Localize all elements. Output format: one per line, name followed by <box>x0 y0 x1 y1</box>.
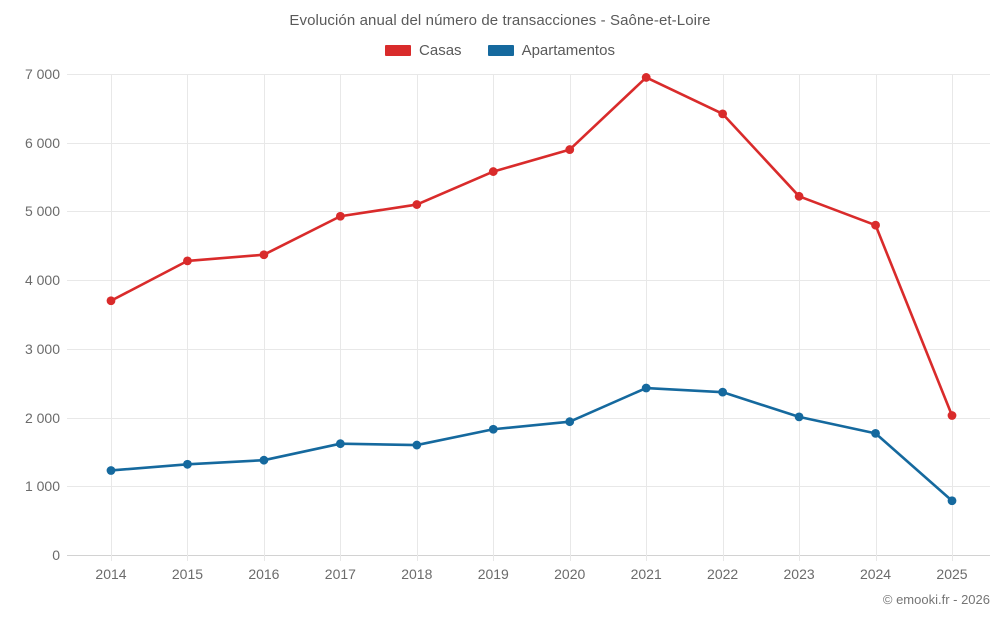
legend-item-apartamentos[interactable]: Apartamentos <box>487 42 615 59</box>
chart-legend: Casas Apartamentos <box>0 42 1000 59</box>
plot-area <box>67 73 990 561</box>
y-axis-tick-label: 0 <box>52 547 60 563</box>
data-point-marker[interactable] <box>412 200 422 209</box>
y-axis-labels: 0 1 000 2 000 3 000 4 000 5 000 6 000 7 000 <box>0 66 60 563</box>
gridline-vertical <box>493 74 495 561</box>
data-point-marker[interactable] <box>718 387 728 397</box>
data-point-marker[interactable] <box>947 411 957 420</box>
gridline-vertical <box>416 74 418 561</box>
gridline-horizontal <box>67 417 990 419</box>
gridline-vertical <box>569 74 571 561</box>
x-axis-tick-label: 2021 <box>630 566 662 582</box>
gridline-vertical <box>111 74 112 561</box>
gridline-vertical <box>187 74 189 561</box>
credit-text: © emooki.fr - 2026 <box>882 592 990 607</box>
gridline-horizontal <box>67 486 990 488</box>
x-axis-tick-label: 2015 <box>171 566 204 582</box>
gridline-vertical <box>875 74 877 561</box>
legend-swatch-casas <box>385 45 412 56</box>
legend-label-casas: Casas <box>419 42 462 59</box>
gridline-vertical <box>722 74 724 561</box>
y-axis-tick-label: 6 000 <box>24 134 60 151</box>
gridline-vertical <box>263 74 265 561</box>
data-point-marker[interactable] <box>565 145 575 154</box>
gridline-horizontal <box>67 348 990 350</box>
data-point-marker[interactable] <box>947 496 957 506</box>
data-point-marker[interactable] <box>871 428 880 438</box>
x-axis-tick-label: 2014 <box>95 566 127 582</box>
gridline-horizontal <box>67 280 990 282</box>
data-point-marker[interactable] <box>488 424 498 434</box>
data-point-marker[interactable] <box>259 250 269 260</box>
y-axis-tick-label: 4 000 <box>24 272 60 289</box>
legend-item-casas[interactable]: Casas <box>385 42 462 59</box>
x-axis-tick-label: 2018 <box>401 566 433 582</box>
data-point-marker[interactable] <box>794 412 804 422</box>
y-axis-tick-label: 5 000 <box>24 203 60 220</box>
chart-title: Evolución anual del número de transaccio… <box>289 12 711 29</box>
legend-label-apartamentos: Apartamentos <box>521 42 615 59</box>
x-axis-baseline <box>67 555 990 556</box>
series-layer <box>106 73 957 506</box>
y-axis-tick-label: 1 000 <box>24 478 60 495</box>
data-point-marker[interactable] <box>106 296 116 306</box>
data-point-marker[interactable] <box>183 256 192 266</box>
x-axis-tick-label: 2022 <box>707 566 739 582</box>
legend-swatch-apartamentos <box>487 45 514 56</box>
series-line-casas <box>109 76 954 417</box>
gridline-horizontal <box>67 142 990 144</box>
x-axis-tick-label: 2016 <box>248 566 280 582</box>
gridline-vertical <box>646 74 648 561</box>
gridline-horizontal <box>67 211 990 213</box>
y-axis-tick-label: 2 000 <box>24 409 60 426</box>
gridline-vertical <box>340 74 342 561</box>
data-point-marker[interactable] <box>794 191 804 201</box>
data-point-marker[interactable] <box>259 455 269 465</box>
data-point-marker[interactable] <box>488 167 498 176</box>
gridline-horizontal <box>67 74 990 75</box>
series-line-apartamentos <box>109 386 954 503</box>
gridline-vertical <box>799 74 801 561</box>
data-point-marker[interactable] <box>183 459 192 469</box>
data-point-marker[interactable] <box>106 466 116 475</box>
x-axis-tick-label: 2025 <box>936 566 968 582</box>
data-point-marker[interactable] <box>565 417 575 427</box>
data-point-marker[interactable] <box>335 211 345 221</box>
x-axis-tick-label: 2024 <box>859 566 892 582</box>
y-axis-tick-label: 7 000 <box>24 66 60 82</box>
data-point-marker[interactable] <box>641 73 651 82</box>
data-point-marker[interactable] <box>718 109 728 119</box>
x-axis-tick-label: 2023 <box>783 566 815 582</box>
data-point-marker[interactable] <box>641 383 651 393</box>
x-axis-tick-label: 2020 <box>554 566 586 582</box>
data-point-marker[interactable] <box>412 440 422 450</box>
x-axis-tick-label: 2017 <box>324 566 356 582</box>
x-axis-tick-label: 2019 <box>477 566 509 582</box>
data-point-marker[interactable] <box>871 220 880 230</box>
y-axis-tick-label: 3 000 <box>24 340 60 357</box>
data-point-marker[interactable] <box>335 439 345 449</box>
gridline-vertical <box>952 74 953 561</box>
